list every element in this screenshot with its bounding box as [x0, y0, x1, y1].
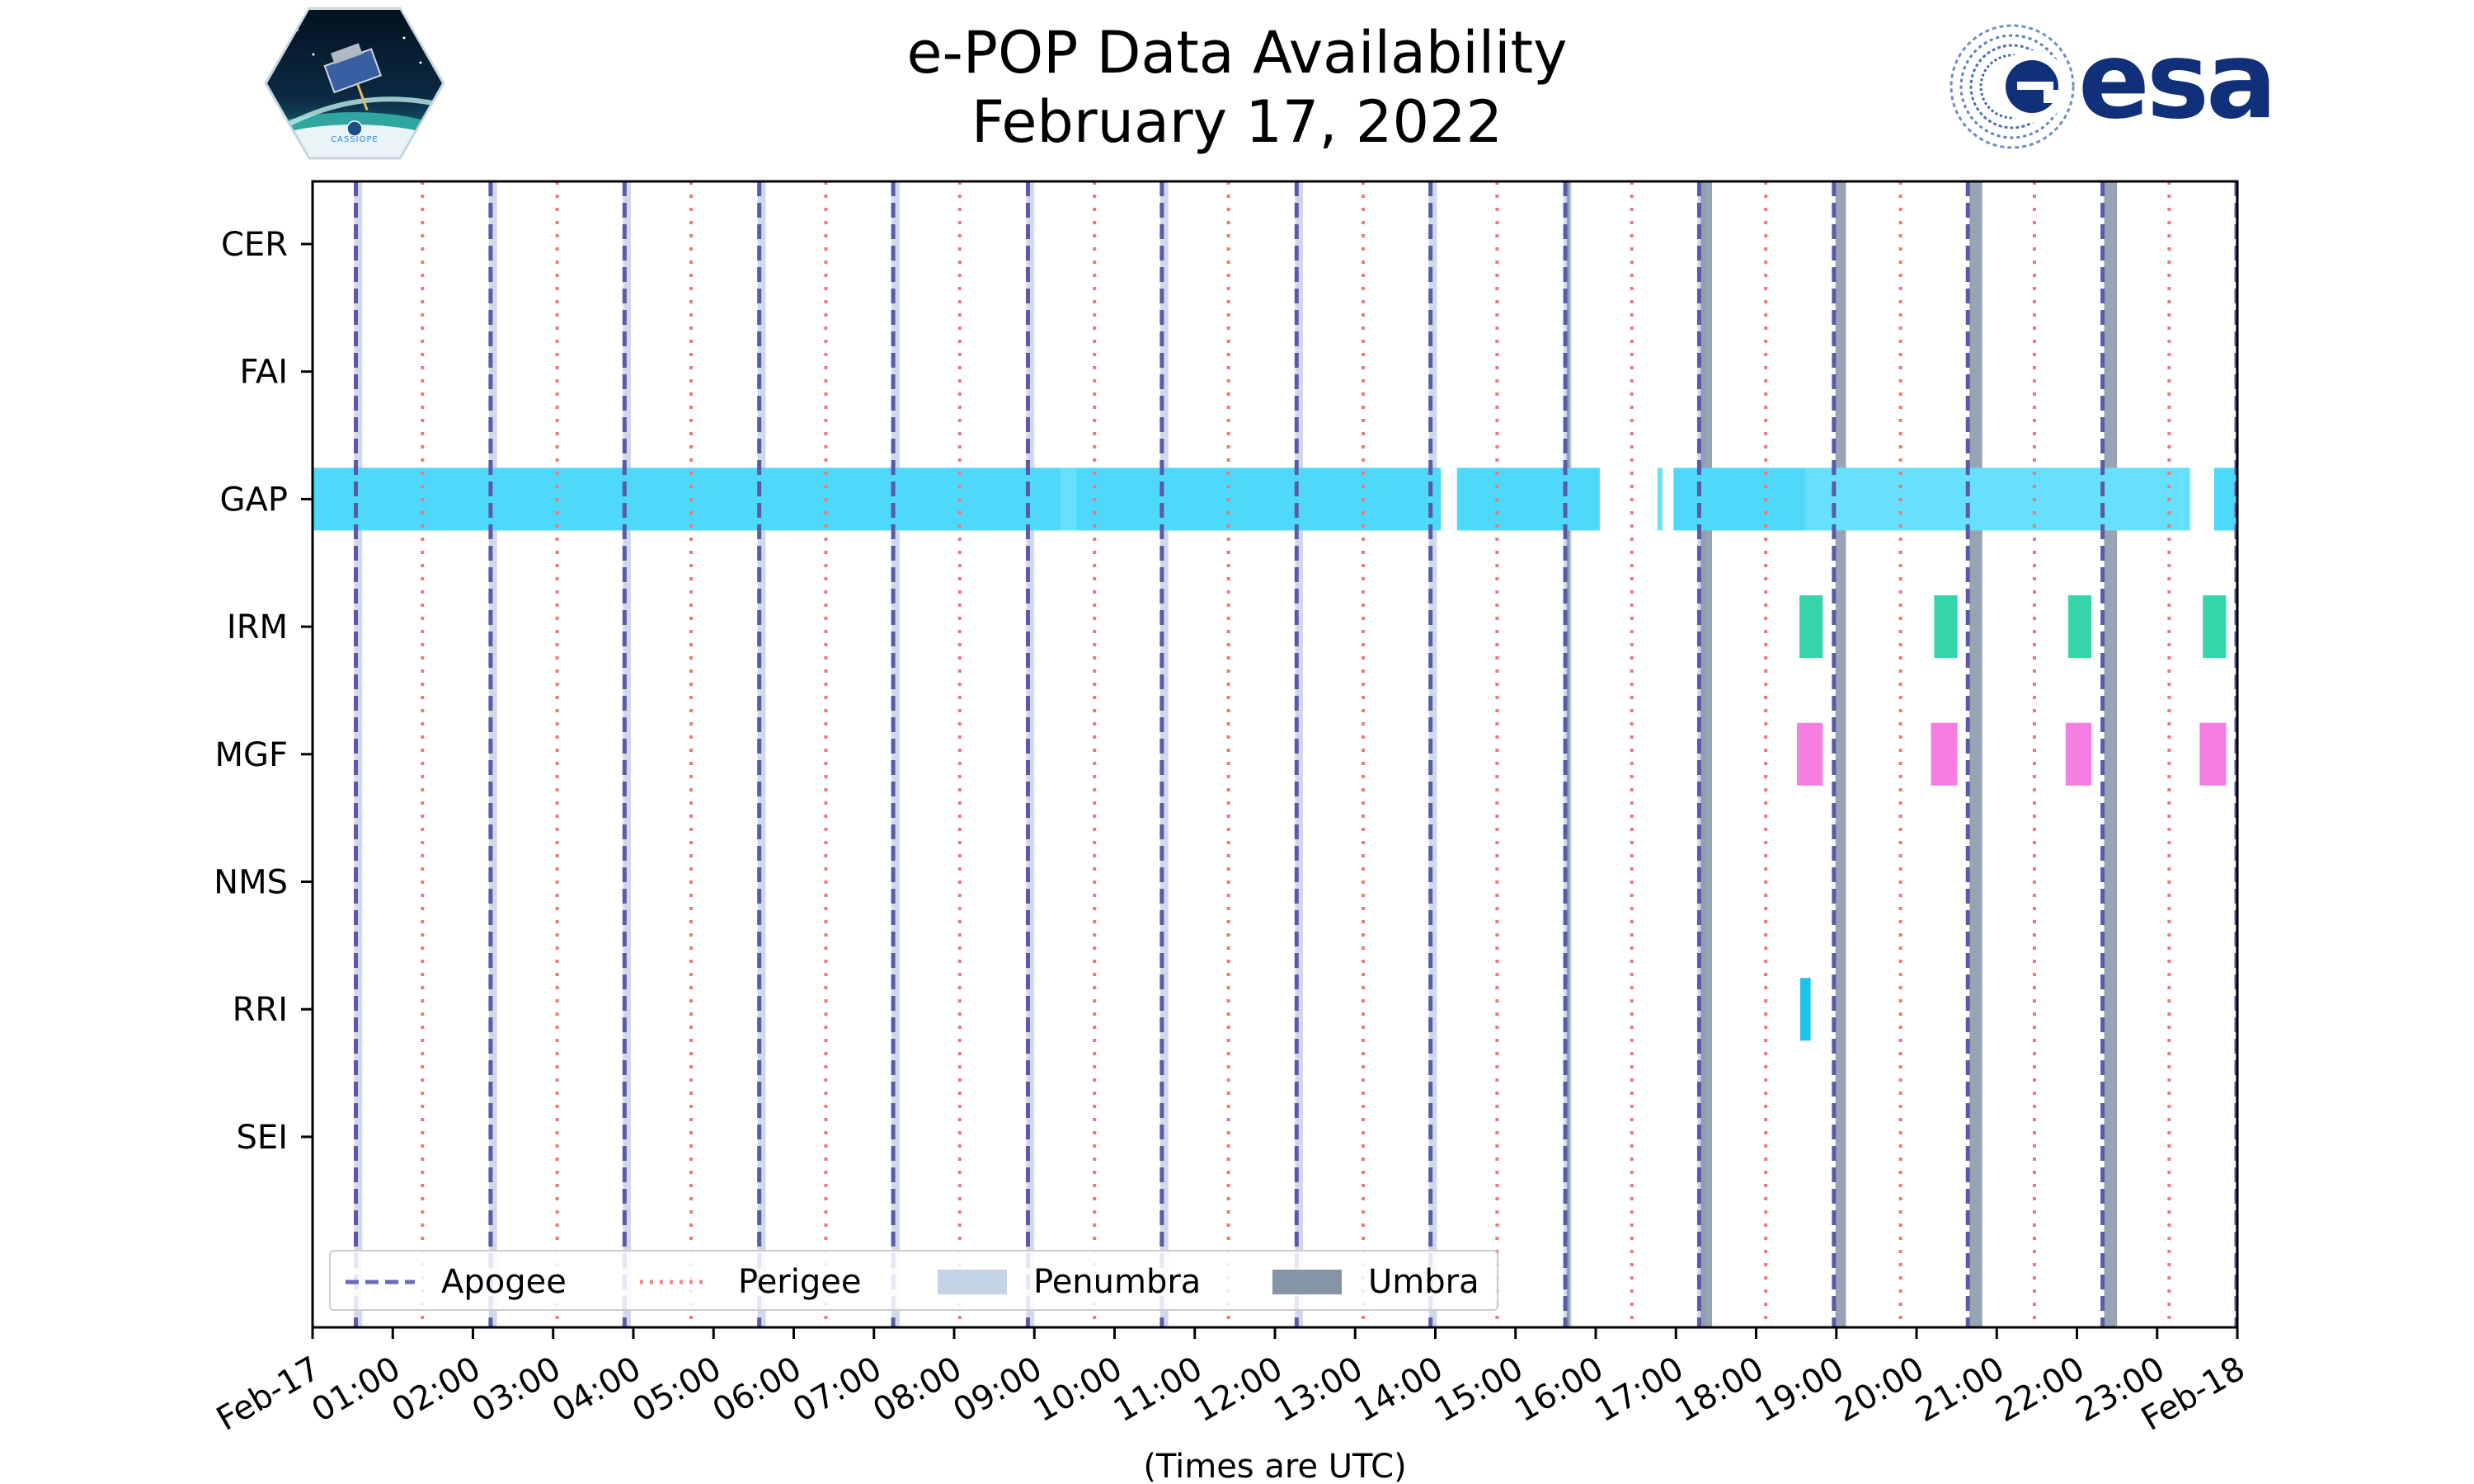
x-axis-label: (Times are UTC) — [1143, 1448, 1406, 1484]
chart-title: e-POP Data Availability February 17, 202… — [0, 18, 2474, 157]
umbra-band-4 — [2104, 181, 2118, 1327]
penumbra-swatch-icon — [938, 1270, 1007, 1294]
penumbra-band-0 — [354, 181, 363, 1327]
segment-mgf-1 — [1931, 722, 1958, 786]
segment-irm-1 — [1934, 595, 1958, 659]
segment-mgf-0 — [1797, 722, 1823, 786]
segment-mgf-2 — [2065, 722, 2092, 786]
penumbra-band-3 — [757, 181, 766, 1327]
x-tick-label-1: 01:00 — [305, 1350, 407, 1430]
cassiope-mission-patch-icon — [264, 7, 445, 160]
x-tick-label-2: 02:00 — [386, 1350, 487, 1430]
y-tick-label-sei: SEI — [237, 1119, 288, 1157]
segment-mgf-3 — [2199, 722, 2227, 786]
x-tick-label-19: 19:00 — [1749, 1350, 1851, 1430]
segment-gap-2 — [1075, 467, 1442, 531]
penumbra-band-4 — [891, 181, 900, 1327]
perigee-line-swatch-icon — [640, 1280, 709, 1284]
cassiope-logo: CASSIOPE — [264, 5, 445, 162]
x-tick-label-8: 08:00 — [867, 1350, 968, 1430]
x-tick-label-13: 13:00 — [1268, 1350, 1369, 1430]
legend-item-apogee: Apogee — [331, 1252, 611, 1313]
x-tick-label-18: 18:00 — [1669, 1350, 1771, 1430]
apogee-lines — [354, 181, 2239, 1327]
x-tick-label-6: 06:00 — [707, 1350, 808, 1430]
legend-item-penumbra: Penumbra — [933, 1252, 1230, 1313]
legend-item-perigee: Perigee — [636, 1252, 916, 1313]
segment-gap-1 — [1061, 467, 1076, 531]
x-tick-label-5: 05:00 — [626, 1350, 727, 1430]
segment-gap-3 — [1456, 467, 1600, 531]
y-axis: CER FAI GAP IRM MGF NMS RRI SEI — [214, 226, 313, 1157]
penumbra-band-6 — [1159, 181, 1169, 1327]
x-tick-label-4: 04:00 — [546, 1350, 647, 1430]
legend-label-apogee: Apogee — [441, 1263, 567, 1301]
penumbra-band-7 — [1295, 181, 1304, 1327]
x-tick-label-9: 09:00 — [947, 1350, 1048, 1430]
x-tick-label-14: 14:00 — [1348, 1350, 1450, 1430]
y-tick-label-cer: CER — [221, 226, 288, 264]
umbra-band-0 — [1566, 181, 1570, 1327]
apogee-line-swatch-icon — [346, 1280, 415, 1284]
x-tick-label-22: 22:00 — [1990, 1350, 2091, 1430]
legend-label-umbra: Umbra — [1368, 1263, 1479, 1301]
penumbra-band-8 — [1428, 181, 1437, 1327]
legend: Apogee Perigee Penumbra Umbra — [329, 1250, 1498, 1311]
segment-gap-7 — [2213, 467, 2237, 531]
esa-wordmark: esa — [2078, 20, 2277, 143]
x-tick-label-21: 21:00 — [1909, 1350, 2011, 1430]
esa-logo-swirl-icon — [1950, 24, 2075, 149]
umbra-swatch-icon — [1272, 1270, 1342, 1294]
y-tick-label-mgf: MGF — [214, 736, 288, 774]
title-line-1: e-POP Data Availability — [906, 19, 1568, 87]
x-tick-label-15: 15:00 — [1428, 1350, 1530, 1430]
penumbra-band-5 — [1026, 181, 1035, 1327]
x-tick-label-10: 10:00 — [1028, 1350, 1129, 1430]
legend-label-penumbra: Penumbra — [1033, 1263, 1202, 1301]
segment-gap-5 — [1673, 467, 1806, 531]
segment-rri-0 — [1799, 978, 1811, 1041]
segment-irm-0 — [1799, 595, 1823, 659]
y-tick-label-irm: IRM — [227, 608, 288, 646]
penumbra-band-1 — [488, 181, 497, 1327]
umbra-band-2 — [1835, 181, 1846, 1327]
legend-label-perigee: Perigee — [738, 1263, 862, 1301]
data-segments — [313, 467, 2237, 1041]
x-tick-label-3: 03:00 — [466, 1350, 567, 1430]
y-tick-label-rri: RRI — [233, 991, 288, 1029]
y-tick-label-fai: FAI — [240, 354, 289, 392]
y-tick-label-nms: NMS — [214, 864, 288, 902]
x-tick-label-11: 11:00 — [1108, 1350, 1209, 1430]
x-tick-label-17: 17:00 — [1588, 1350, 1690, 1430]
penumbra-band-2 — [623, 181, 632, 1327]
segment-gap-6 — [1805, 467, 2190, 531]
x-tick-label-7: 07:00 — [787, 1350, 888, 1430]
segment-gap-0 — [313, 467, 1061, 531]
umbra-band-1 — [1700, 181, 1713, 1327]
y-tick-label-gap: GAP — [220, 481, 288, 519]
umbra-band-3 — [1969, 181, 1982, 1327]
x-tick-label-20: 20:00 — [1829, 1350, 1931, 1430]
x-tick-label-16: 16:00 — [1508, 1350, 1610, 1430]
title-line-2: February 17, 2022 — [971, 88, 1503, 156]
cassiope-label: CASSIOPE — [331, 135, 379, 144]
x-axis: Feb-1701:0002:0003:0004:0005:0006:0007:0… — [210, 1327, 2251, 1439]
esa-logo: esa — [1946, 16, 2309, 157]
legend-item-umbra: Umbra — [1272, 1252, 1495, 1313]
segment-gap-4 — [1657, 467, 1663, 531]
segment-irm-2 — [2067, 595, 2092, 659]
segment-irm-3 — [2203, 595, 2227, 659]
x-tick-label-12: 12:00 — [1188, 1350, 1289, 1430]
